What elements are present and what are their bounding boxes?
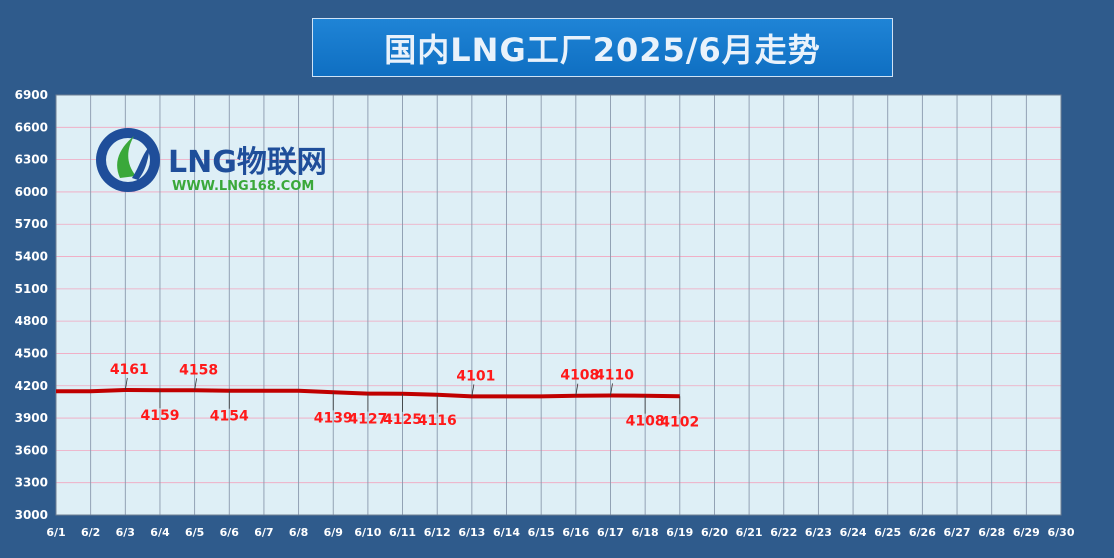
logo-leaf-icon bbox=[117, 136, 136, 178]
x-tick-label: 6/5 bbox=[185, 526, 204, 539]
y-tick-label: 4500 bbox=[15, 346, 48, 360]
data-label: 4125 bbox=[383, 412, 422, 428]
data-label: 4154 bbox=[210, 409, 249, 425]
y-tick-label: 6600 bbox=[15, 120, 48, 134]
y-tick-label: 5400 bbox=[15, 250, 48, 264]
x-tick-label: 6/4 bbox=[150, 526, 170, 539]
x-tick-labels: 6/1 6/2 6/3 6/4 6/5 6/6 6/7 6/8 6/9 6/10 6/11 6/12 6… bbox=[46, 526, 1074, 539]
y-tick-label: 6000 bbox=[15, 185, 48, 199]
chart-title-box: 国内LNG工厂2025/6月走势 bbox=[312, 18, 893, 77]
data-label: 4159 bbox=[140, 408, 179, 424]
x-tick-label: 6/9 bbox=[324, 526, 343, 539]
x-tick-label: 6/27 bbox=[944, 526, 971, 539]
x-tick-label: 6/8 bbox=[289, 526, 308, 539]
y-tick-label: 6900 bbox=[15, 88, 48, 102]
y-tick-labels: 3000 3300 3600 3900 4200 4500 4800 5100 5400 5700… bbox=[15, 88, 48, 522]
x-tick-label: 6/14 bbox=[493, 526, 520, 539]
x-tick-label: 6/25 bbox=[874, 526, 901, 539]
x-tick-label: 6/7 bbox=[254, 526, 273, 539]
y-tick-label: 6300 bbox=[15, 153, 48, 167]
data-label: 4139 bbox=[314, 410, 353, 426]
x-tick-label: 6/10 bbox=[354, 526, 381, 539]
x-tick-label: 6/15 bbox=[528, 526, 555, 539]
label-leader-line bbox=[194, 378, 198, 391]
data-label: 4108 bbox=[560, 368, 599, 384]
y-tick-label: 3900 bbox=[15, 411, 48, 425]
plot-area bbox=[56, 95, 1061, 515]
x-tick-label: 6/26 bbox=[909, 526, 936, 539]
x-tick-label: 6/6 bbox=[220, 526, 240, 539]
plot-border bbox=[55, 94, 1062, 516]
label-leader-line bbox=[124, 377, 128, 391]
label-leader-lines bbox=[124, 377, 681, 415]
x-tick-label: 6/23 bbox=[805, 526, 832, 539]
x-tick-label: 6/18 bbox=[632, 526, 659, 539]
label-leader-line bbox=[575, 383, 579, 396]
data-label: 4127 bbox=[348, 412, 387, 428]
x-tick-label: 6/21 bbox=[736, 526, 763, 539]
x-tick-label: 6/1 bbox=[46, 526, 65, 539]
label-leader-line bbox=[471, 384, 475, 397]
y-tick-label: 5700 bbox=[15, 217, 48, 231]
x-tick-label: 6/29 bbox=[1013, 526, 1040, 539]
x-tick-label: 6/30 bbox=[1048, 526, 1075, 539]
axes bbox=[55, 94, 1062, 516]
data-label: 4101 bbox=[456, 368, 495, 384]
x-tick-label: 6/22 bbox=[770, 526, 797, 539]
data-label: 4108 bbox=[626, 414, 665, 430]
x-tick-label: 6/28 bbox=[978, 526, 1005, 539]
y-tick-label: 4800 bbox=[15, 314, 48, 328]
data-label: 4161 bbox=[110, 362, 149, 378]
logo-name: LNG物联网 bbox=[168, 145, 327, 180]
x-tick-label: 6/12 bbox=[424, 526, 451, 539]
logo-url: WWW.LNG168.COM bbox=[172, 179, 314, 194]
y-tick-label: 5100 bbox=[15, 282, 48, 296]
x-tick-label: 6/19 bbox=[666, 526, 693, 539]
y-tick-label: 3600 bbox=[15, 443, 48, 457]
x-tick-label: 6/11 bbox=[389, 526, 416, 539]
logo-wave-icon bbox=[132, 146, 150, 180]
data-label: 4116 bbox=[418, 413, 457, 429]
logo: LNG物联网 WWW.LNG168.COM bbox=[96, 128, 327, 194]
x-tick-label: 6/24 bbox=[840, 526, 867, 539]
y-tick-label: 3300 bbox=[15, 476, 48, 490]
x-tick-label: 6/2 bbox=[81, 526, 100, 539]
x-tick-label: 6/17 bbox=[597, 526, 624, 539]
x-tick-label: 6/20 bbox=[701, 526, 728, 539]
x-tick-label: 6/13 bbox=[458, 526, 485, 539]
x-tick-label: 6/3 bbox=[116, 526, 135, 539]
y-tick-label: 3000 bbox=[15, 508, 48, 522]
data-label: 4158 bbox=[179, 362, 218, 378]
chart-title: 国内LNG工厂2025/6月走势 bbox=[384, 30, 821, 69]
data-label: 4110 bbox=[595, 367, 634, 383]
x-tick-label: 6/16 bbox=[562, 526, 589, 539]
label-leader-line bbox=[610, 383, 613, 396]
data-label: 4102 bbox=[660, 414, 699, 430]
y-tick-label: 4200 bbox=[15, 379, 48, 393]
